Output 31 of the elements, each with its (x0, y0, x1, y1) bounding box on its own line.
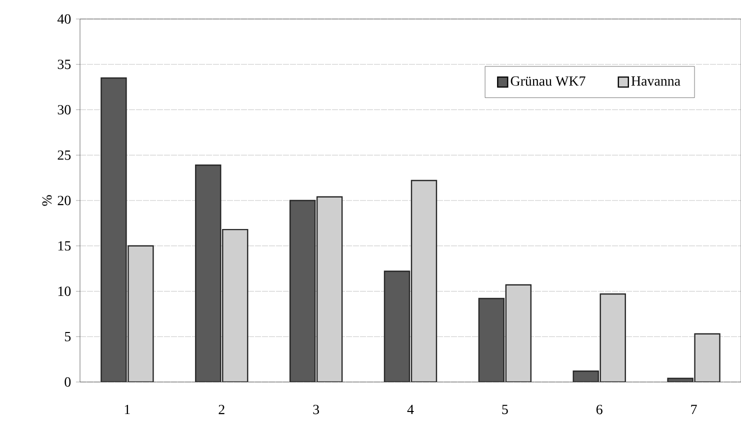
bar (316, 196, 343, 382)
bar (289, 200, 316, 382)
y-tick-label: 25 (58, 150, 71, 160)
y-tick-label: 30 (58, 105, 71, 114)
y-tick-label: 15 (58, 241, 71, 251)
bar (505, 284, 532, 382)
y-tick-label: 20 (58, 196, 71, 206)
bar (600, 293, 626, 382)
y-tick-label: 40 (57, 14, 71, 24)
x-tick-label: 5 (502, 404, 508, 414)
y-tick-label: 35 (58, 60, 71, 70)
bar (384, 270, 410, 382)
legend-label: Havanna (631, 76, 680, 86)
x-tick-label: 4 (407, 404, 414, 414)
x-tick-label: 6 (596, 404, 602, 414)
x-tick-label: 3 (313, 404, 320, 414)
bar (128, 245, 154, 382)
y-tick-label: 5 (64, 332, 71, 342)
legend-label: Grünau WK7 (510, 76, 586, 86)
y-axis-title: % (42, 195, 52, 206)
bar (195, 164, 222, 382)
x-tick-label: 2 (218, 404, 224, 414)
bar (100, 77, 127, 382)
bar (410, 180, 438, 382)
x-tick-label: 7 (691, 404, 697, 414)
y-tick-label: 10 (58, 286, 71, 296)
bar (222, 228, 248, 382)
bar (478, 298, 505, 382)
x-tick-label: 1 (124, 404, 130, 414)
y-tick-label: 0 (64, 377, 71, 387)
bar (694, 333, 720, 382)
